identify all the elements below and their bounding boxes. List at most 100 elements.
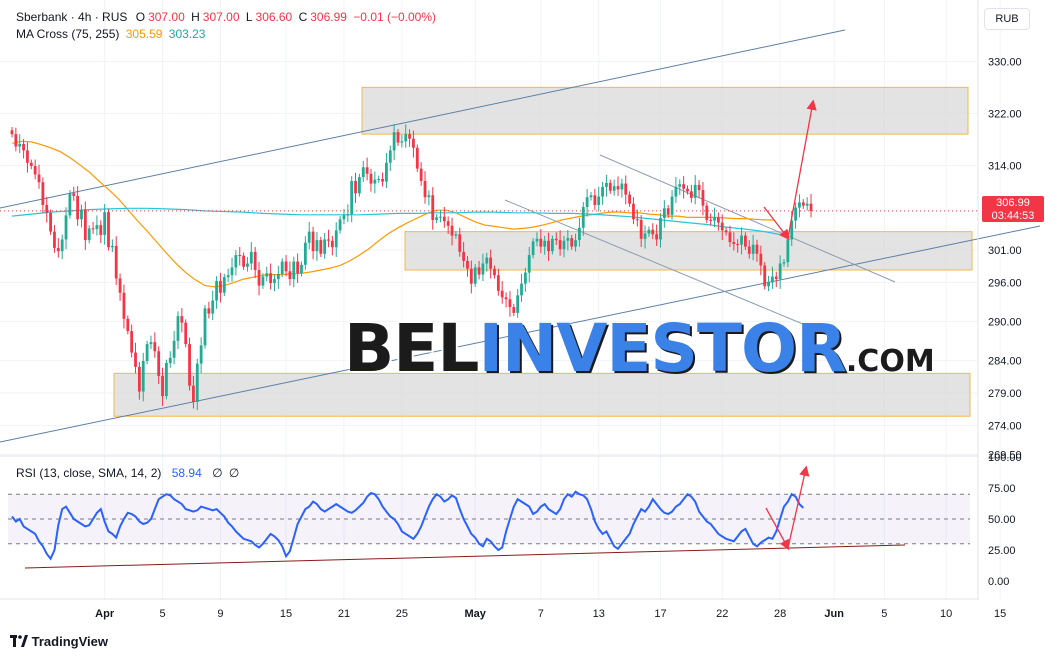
candle-body bbox=[176, 316, 180, 341]
candle-body bbox=[662, 208, 666, 218]
candle-body bbox=[469, 268, 473, 284]
candle-body bbox=[794, 207, 797, 221]
forecast-arrow bbox=[787, 465, 810, 549]
candle-body bbox=[95, 225, 99, 230]
ma-fast-line bbox=[11, 140, 775, 288]
candle-body bbox=[771, 276, 774, 283]
candle-body bbox=[435, 217, 438, 220]
candle-body bbox=[605, 182, 608, 187]
currency-label[interactable]: RUB bbox=[984, 8, 1030, 30]
candle-body bbox=[400, 141, 404, 143]
forecast-arrows bbox=[763, 99, 817, 551]
candle-body bbox=[597, 196, 601, 205]
symbol-name[interactable]: Sberbank · 4h · RUS bbox=[16, 10, 128, 24]
candle-body bbox=[180, 316, 184, 323]
rsi-label[interactable]: RSI (13, close, SMA, 14, 2) bbox=[16, 466, 162, 480]
price-tick-label: 301.00 bbox=[988, 245, 1022, 257]
high-value: 307.00 bbox=[202, 10, 240, 24]
price-tick-label: 279.00 bbox=[988, 388, 1022, 400]
candle-body bbox=[257, 270, 261, 286]
candle-body bbox=[466, 260, 469, 269]
candle-body bbox=[168, 357, 172, 363]
candle-body bbox=[192, 385, 195, 402]
candle-body bbox=[165, 362, 168, 397]
candle-body bbox=[358, 177, 361, 194]
candle-body bbox=[145, 344, 149, 361]
candle-body bbox=[342, 215, 346, 220]
candle-body bbox=[172, 340, 176, 358]
candle-body bbox=[462, 251, 466, 261]
ma-slow-line bbox=[11, 207, 785, 236]
candle-body bbox=[728, 232, 732, 243]
candle-body bbox=[26, 150, 29, 163]
candle-body bbox=[477, 267, 481, 275]
candle-body bbox=[292, 261, 296, 280]
candle-body bbox=[361, 167, 365, 178]
candle-body bbox=[203, 308, 207, 346]
time-tick-label: 28 bbox=[774, 608, 786, 620]
candle-body bbox=[415, 147, 419, 169]
candle-body bbox=[632, 203, 635, 220]
candle-body bbox=[759, 253, 763, 266]
candle-body bbox=[439, 216, 442, 218]
candle-body bbox=[446, 221, 450, 226]
candle-body bbox=[574, 240, 577, 247]
candle-body bbox=[566, 238, 570, 241]
candle-body bbox=[404, 134, 408, 142]
candle-body bbox=[624, 183, 628, 195]
candle-body bbox=[64, 215, 68, 240]
tradingview-text: TradingView bbox=[31, 634, 108, 649]
candle-body bbox=[697, 184, 701, 191]
rsi-tick-label: 75.00 bbox=[988, 483, 1016, 495]
candle-body bbox=[504, 297, 508, 300]
candle-body bbox=[616, 186, 620, 190]
rsi-legend: RSI (13, close, SMA, 14, 2) 58.94 ∅ ∅ bbox=[16, 466, 242, 480]
candle-body bbox=[408, 134, 411, 139]
candle-body bbox=[246, 263, 249, 267]
candle-body bbox=[720, 222, 724, 231]
open-value: 307.00 bbox=[148, 10, 185, 24]
resistance-zone bbox=[361, 86, 969, 135]
time-tick-label: Apr bbox=[95, 608, 115, 620]
candlesticks bbox=[10, 124, 813, 411]
candle-body bbox=[87, 228, 91, 241]
ma-label[interactable]: MA Cross (75, 255) bbox=[16, 27, 120, 41]
time-tick-label: May bbox=[464, 608, 486, 620]
time-tick-label: 17 bbox=[654, 608, 666, 620]
candle-body bbox=[732, 242, 736, 244]
tradingview-logo-icon bbox=[10, 635, 28, 647]
candle-body bbox=[678, 184, 682, 187]
candle-body bbox=[593, 195, 597, 205]
price-tick-label: 296.00 bbox=[988, 277, 1022, 289]
candle-body bbox=[134, 352, 137, 367]
rsi-value: 58.94 bbox=[171, 466, 202, 480]
candle-body bbox=[83, 209, 87, 241]
ma-slow-value: 303.23 bbox=[168, 27, 206, 41]
candle-body bbox=[693, 184, 697, 198]
candle-body bbox=[14, 134, 18, 147]
trend-line bbox=[0, 225, 1041, 443]
candle-body bbox=[346, 214, 350, 216]
candle-body bbox=[585, 197, 589, 207]
tradingview-branding[interactable]: TradingView bbox=[10, 634, 108, 649]
candle-body bbox=[736, 244, 740, 245]
candle-body bbox=[188, 344, 191, 386]
candle-body bbox=[392, 132, 396, 151]
price-tick-label: 314.00 bbox=[988, 160, 1022, 172]
candle-body bbox=[207, 308, 211, 314]
candle-body bbox=[612, 186, 616, 191]
candle-body bbox=[562, 240, 566, 250]
candle-body bbox=[512, 307, 516, 313]
candle-body bbox=[53, 231, 56, 248]
time-tick-label: 22 bbox=[716, 608, 728, 620]
candle-body bbox=[80, 209, 83, 220]
candle-body bbox=[489, 257, 493, 269]
time-tick-label: 5 bbox=[881, 608, 887, 620]
close-label: C bbox=[298, 10, 308, 24]
candle-body bbox=[670, 196, 674, 215]
candle-body bbox=[500, 290, 504, 298]
candle-body bbox=[755, 244, 759, 254]
rsi-tick-label: 25.00 bbox=[988, 545, 1016, 557]
candle-body bbox=[547, 240, 550, 252]
